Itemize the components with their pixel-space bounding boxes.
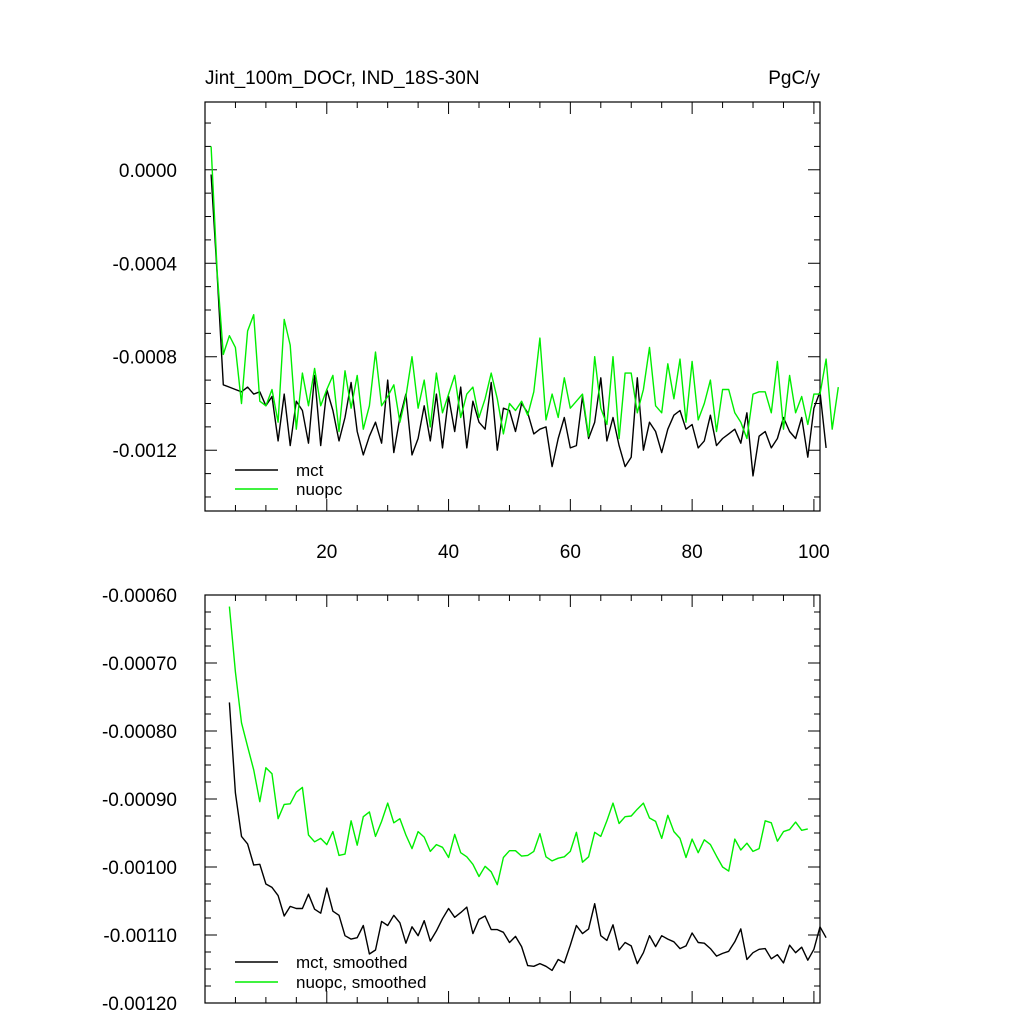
chart-panel-2: -0.00060 -0.00070 -0.00080 -0.00090 -0.00100… bbox=[102, 586, 827, 1015]
y-tick-label: -0.00080 bbox=[102, 722, 177, 743]
legend-label: nuopc, smoothed bbox=[296, 973, 426, 992]
y-tick-label: -0.00070 bbox=[102, 654, 177, 675]
y-tick-label: -0.00110 bbox=[103, 926, 177, 947]
legend-label: mct, smoothed bbox=[296, 953, 408, 972]
plot-frame bbox=[204, 594, 821, 1004]
y-tick-label: -0.0012 bbox=[113, 441, 177, 462]
series-line-mct bbox=[210, 174, 827, 477]
y-tick-label: -0.00090 bbox=[102, 790, 177, 811]
y-tick-label: -0.00120 bbox=[102, 994, 177, 1015]
x-tick-label: 60 bbox=[560, 542, 581, 563]
units-label: PgC/y bbox=[768, 68, 820, 89]
y-tick-label: -0.0008 bbox=[113, 348, 177, 369]
legend-label: mct bbox=[296, 461, 324, 480]
series-line-nuopc-smoothed bbox=[228, 606, 808, 886]
x-tick-label: 40 bbox=[438, 542, 459, 563]
y-tick-label: -0.0004 bbox=[113, 254, 178, 275]
chart-title: Jint_100m_DOCr, IND_18S-30N bbox=[205, 68, 480, 89]
x-tick-label: 20 bbox=[316, 542, 337, 563]
y-tick-label: -0.00060 bbox=[102, 586, 177, 607]
series-line-mct-smoothed bbox=[228, 702, 827, 972]
chart-panel-1: 20 40 60 80 100 0.0000 -0.0004 -0.0008 -0.0012 Ji… bbox=[113, 68, 839, 563]
plot-frame bbox=[204, 101, 821, 512]
y-tick-label: 0.0000 bbox=[119, 161, 177, 182]
series-line-nuopc bbox=[210, 146, 839, 440]
x-tick-label: 80 bbox=[682, 542, 703, 563]
x-tick-label: 100 bbox=[798, 542, 830, 563]
legend-label: nuopc bbox=[296, 480, 343, 499]
y-tick-label: -0.00100 bbox=[102, 858, 177, 879]
